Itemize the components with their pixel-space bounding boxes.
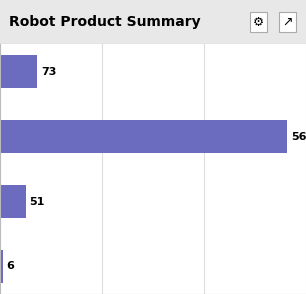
Bar <box>0 250 3 283</box>
Text: Robot Product Summary: Robot Product Summary <box>9 15 201 29</box>
Text: 6: 6 <box>7 261 14 271</box>
Bar <box>0 185 26 218</box>
Text: 563: 563 <box>291 132 306 142</box>
Text: 73: 73 <box>41 67 56 77</box>
Text: ⚙: ⚙ <box>253 16 264 29</box>
Text: ↗: ↗ <box>282 16 293 29</box>
Bar <box>0 120 287 153</box>
Text: 51: 51 <box>30 196 45 206</box>
Bar <box>0 56 37 88</box>
